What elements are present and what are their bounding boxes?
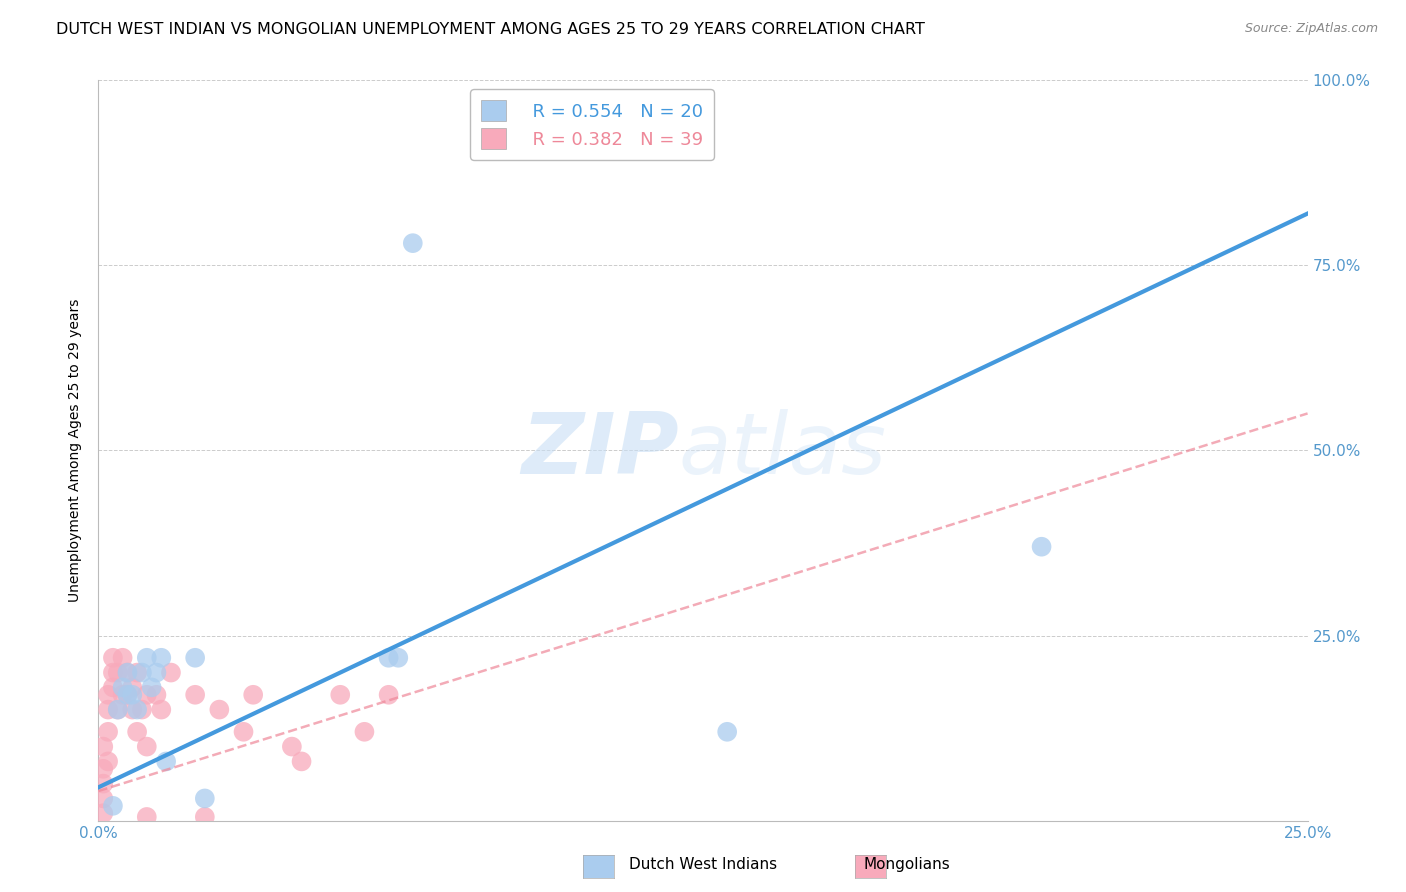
Point [101,681,124,695]
Text: Dutch West Indians: Dutch West Indians [628,857,778,872]
Point [127,703,149,717]
Point [91,776,114,791]
Text: ZIP: ZIP [522,409,679,492]
Legend:   R = 0.554   N = 20,   R = 0.382   N = 39: R = 0.554 N = 20, R = 0.382 N = 39 [470,89,714,160]
Point [150,650,173,665]
Point [135,810,157,824]
Point [716,724,738,739]
Point [91,791,114,805]
Point [141,681,163,695]
Point [111,681,134,695]
Point [97,688,120,702]
Point [208,703,231,717]
Point [117,665,139,680]
Point [91,739,114,754]
Point [107,665,129,680]
Point [135,650,157,665]
Point [184,688,207,702]
Point [121,703,143,717]
Point [145,688,167,702]
Point [155,755,177,769]
Text: Mongolians: Mongolians [863,857,950,872]
Point [290,755,312,769]
Point [111,688,134,702]
Point [91,762,114,776]
Point [127,724,149,739]
Y-axis label: Unemployment Among Ages 25 to 29 years: Unemployment Among Ages 25 to 29 years [69,299,83,602]
Text: atlas: atlas [679,409,887,492]
Point [242,688,264,702]
Point [387,650,409,665]
Point [135,739,157,754]
Point [377,650,399,665]
Text: DUTCH WEST INDIAN VS MONGOLIAN UNEMPLOYMENT AMONG AGES 25 TO 29 YEARS CORRELATIO: DUTCH WEST INDIAN VS MONGOLIAN UNEMPLOYM… [56,22,925,37]
Point [194,791,217,805]
Point [117,665,139,680]
Point [377,688,399,702]
Point [353,724,375,739]
Point [281,739,304,754]
Point [127,665,149,680]
Point [101,650,124,665]
Point [160,665,183,680]
Point [329,688,352,702]
Point [101,665,124,680]
Point [107,703,129,717]
Point [117,688,139,702]
Point [1031,540,1053,554]
Point [135,688,157,702]
Point [121,681,143,695]
Point [131,703,153,717]
Point [111,650,134,665]
Text: Source: ZipAtlas.com: Source: ZipAtlas.com [1244,22,1378,36]
Point [184,650,207,665]
Point [97,755,120,769]
Point [194,810,217,824]
Point [97,703,120,717]
Point [97,724,120,739]
Point [232,724,254,739]
Point [117,688,139,702]
Point [131,665,153,680]
Point [101,798,124,813]
Point [107,703,129,717]
Point [402,236,425,251]
Point [121,688,143,702]
Point [91,806,114,821]
Point [145,665,167,680]
Point [150,703,173,717]
